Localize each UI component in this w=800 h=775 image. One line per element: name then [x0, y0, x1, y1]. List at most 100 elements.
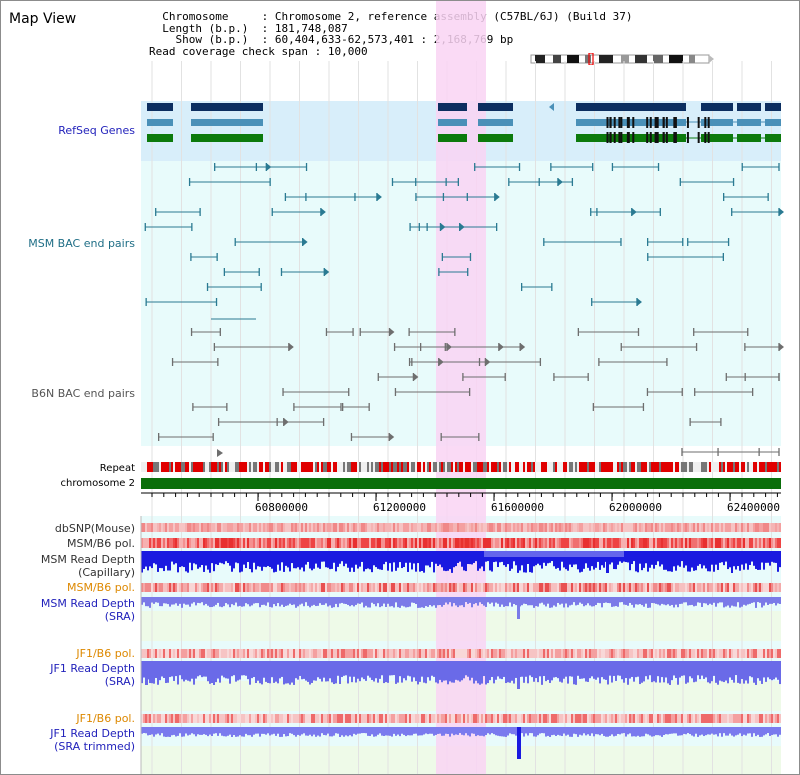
b6n-bac-label[interactable]: B6N BAC end pairs — [31, 387, 135, 400]
msm-b6-pol-strip-2 — [413, 583, 415, 592]
msm-bac-label[interactable]: MSM BAC end pairs — [28, 237, 135, 250]
jf1-trim-depth-bar — [579, 727, 581, 735]
jf1-b6-pol-strip-2 — [713, 714, 715, 723]
dbsnp-strip — [495, 523, 497, 532]
jf1-trim-depth-bar — [185, 727, 187, 734]
msm-sra-depth-bar — [517, 597, 520, 619]
jf1-b6-pol-strip — [253, 649, 255, 658]
repeat-segment — [429, 462, 431, 472]
msm-sra-depth-bar — [601, 597, 603, 608]
jf1-trim-depth-bar — [465, 727, 467, 734]
repeat-segment — [461, 462, 463, 472]
msm-b6-pol-strip — [663, 538, 665, 548]
msm-capillary-depth-bar — [461, 551, 463, 567]
msm-capillary-depth-bar — [741, 551, 743, 565]
repeat-segment — [371, 462, 373, 472]
jf1-b6-pol-strip — [475, 649, 477, 658]
msm-bac-pair — [636, 298, 642, 306]
refseq-genes-label[interactable]: RefSeq Genes — [58, 124, 135, 137]
jf1-b6-pol-strip — [169, 649, 171, 658]
repeat-segment — [529, 462, 531, 472]
gene-feature — [147, 103, 173, 111]
repeat-segment — [457, 462, 459, 472]
dbsnp-strip — [631, 523, 633, 532]
repeat-segment — [581, 462, 583, 472]
msm-sra-depth-bar — [411, 597, 413, 603]
msm-b6-pol-strip — [221, 538, 223, 548]
msm-b6-pol-strip — [583, 538, 585, 548]
jf1-b6-pol-strip-2 — [325, 714, 327, 723]
dbsnp-strip — [497, 523, 499, 532]
jf1-trim-depth-bar — [439, 727, 441, 734]
jf1-b6-pol-strip — [669, 649, 671, 658]
msm-b6-pol-strip — [573, 538, 575, 548]
msm-sra-depth-bar — [623, 597, 625, 605]
msm-b6-pol-strip-2 — [517, 583, 519, 592]
jf1-b6-pol-strip-2 — [765, 714, 767, 723]
msm-sra-depth-bar — [619, 597, 621, 603]
msm-capillary-depth-bar — [147, 551, 149, 571]
dbsnp-strip — [665, 523, 667, 532]
jf1-sra-depth-bar — [167, 661, 169, 683]
jf1-trim-depth-bar — [771, 727, 773, 736]
jf1-trim-depth-bar — [387, 727, 389, 736]
exon-mark — [654, 117, 657, 128]
dbsnp-strip — [743, 523, 745, 532]
repeat-segment — [649, 462, 651, 472]
msm-sra-depth-bar — [611, 597, 613, 607]
jf1-trim-depth-bar — [583, 727, 585, 734]
msm-sra-depth-bar — [327, 597, 329, 607]
jf1-sra-depth-bar — [333, 661, 335, 685]
msm-capillary-depth-bar — [397, 551, 399, 568]
jf1-b6-pol-strip-2 — [559, 714, 561, 723]
jf1-sra-depth-bar — [311, 661, 313, 683]
msm-b6-pol-strip-2 — [769, 583, 771, 592]
jf1-b6-pol-strip — [711, 649, 713, 658]
msm-b6-pol-strip — [427, 538, 429, 548]
repeat-segment — [587, 462, 589, 472]
jf1-b6-pol-strip-2 — [277, 714, 279, 723]
msm-sra-depth-bar — [507, 597, 509, 607]
chromosome-ideogram[interactable] — [529, 53, 715, 65]
msm-b6-pol-strip-2 — [453, 583, 455, 592]
jf1-sra-depth-bar — [383, 661, 385, 684]
repeat-segment — [165, 462, 167, 472]
jf1-sra-depth-bar — [465, 661, 467, 676]
msm-b6-pol-strip-2 — [227, 583, 229, 592]
jf1-sra-depth-bar — [503, 661, 505, 677]
msm-capillary-depth-bar — [355, 551, 357, 565]
msm-b6-pol-strip-2 — [437, 583, 439, 592]
jf1-sra-depth-bar — [733, 661, 735, 683]
msm-capillary-depth-bar — [531, 551, 533, 573]
repeat-segment — [679, 462, 681, 472]
msm-sra-depth-bar — [505, 597, 507, 607]
jf1-b6-pol-strip-2 — [395, 714, 397, 723]
msm-capillary-depth-bar — [669, 551, 671, 572]
msm-capillary-depth-bar — [271, 551, 273, 569]
msm-sra-depth-bar — [431, 597, 433, 607]
jf1-trim-depth-bar — [673, 727, 675, 734]
jf1-b6-pol-strip-2 — [355, 714, 357, 723]
msm-b6-pol-strip-2 — [639, 583, 641, 592]
msm-sra-depth-bar — [397, 597, 399, 608]
msm-b6-pol-strip-2 — [527, 583, 529, 592]
dbsnp-strip — [203, 523, 205, 532]
jf1-trim-depth-bar — [463, 727, 465, 736]
msm-b6-pol-strip — [349, 538, 351, 548]
msm-capillary-depth-bar — [561, 551, 563, 562]
jf1-b6-pol-strip — [691, 649, 693, 658]
jf1-sra-depth-bar — [329, 661, 331, 679]
msm-b6-pol-strip — [275, 538, 277, 548]
msm-b6-pol-strip — [297, 538, 299, 548]
msm-b6-pol-strip-2 — [597, 583, 599, 592]
msm-b6-pol-strip — [213, 538, 215, 548]
msm-b6-pol-strip — [501, 538, 503, 548]
jf1-trim-depth-bar — [351, 727, 353, 737]
jf1-trim-depth-bar — [165, 727, 167, 737]
msm-sra-depth-bar — [715, 597, 717, 607]
jf1-b6-pol-strip-2 — [417, 714, 419, 723]
dbsnp-strip — [535, 523, 537, 532]
dbsnp-strip — [763, 523, 765, 532]
jf1-trim-depth-bar — [747, 727, 749, 734]
